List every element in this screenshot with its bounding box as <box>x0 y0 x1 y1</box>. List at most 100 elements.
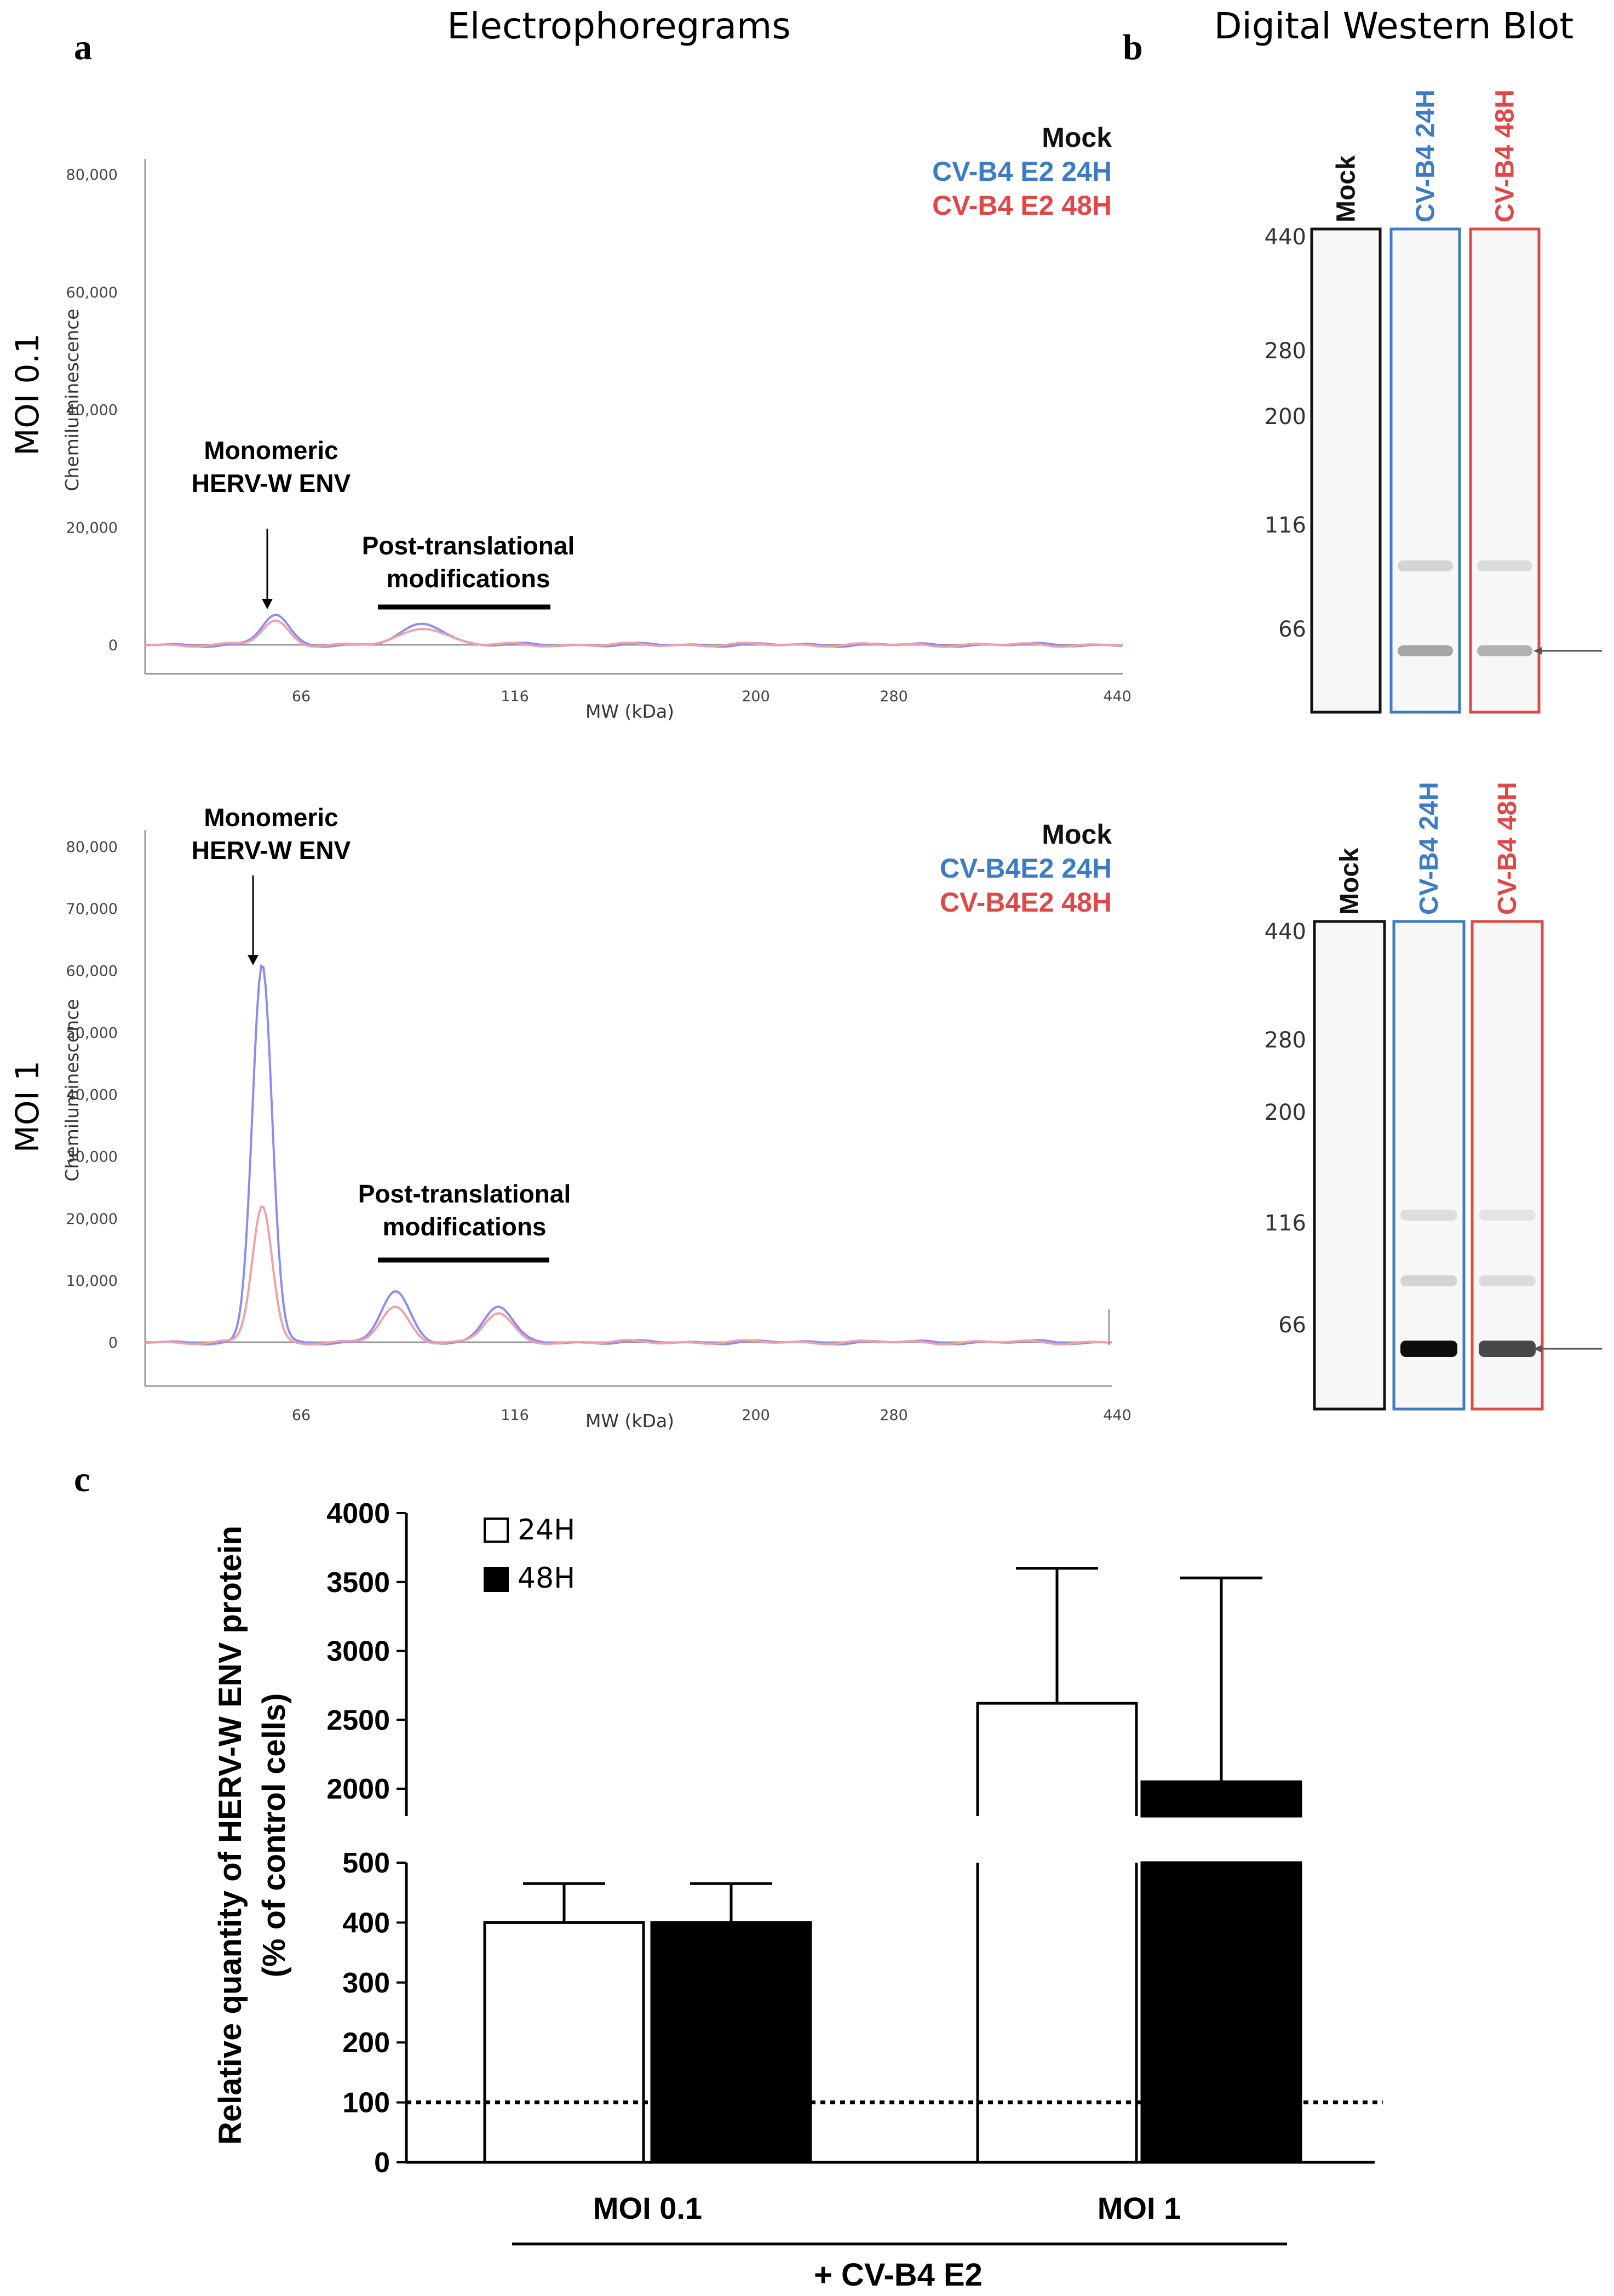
lane-label: CV-B4 48H <box>1491 89 1520 222</box>
x-axis-title: MW (kDa) <box>585 1410 674 1432</box>
y-tick-label: 60,000 <box>66 284 118 301</box>
annotation-monomeric-line1: Monomeric <box>204 436 338 465</box>
mw-label: 66 <box>1278 617 1306 642</box>
annotation-monomeric-2: Monomeric HERV-W ENV <box>192 803 351 965</box>
x-tick-label: 66 <box>292 688 311 705</box>
y-tick-label: 2000 <box>326 1773 390 1805</box>
annotation-ptm-line1: Post-translational <box>362 531 575 560</box>
lane-label: CV-B4 24H <box>1415 782 1444 915</box>
blot-lane <box>1469 227 1541 714</box>
blot-band <box>1398 560 1453 571</box>
y-tick-label: 200 <box>342 2027 390 2059</box>
mw-label: 200 <box>1265 404 1306 430</box>
panel-a-title: Electrophoregrams <box>447 5 790 47</box>
x-axis-title: MW (kDa) <box>585 701 674 722</box>
group-label: + CV-B4 E2 <box>814 2257 983 2293</box>
blot-band <box>1477 645 1532 656</box>
y-tick-label: 40,000 <box>66 402 118 419</box>
series-48h-trace <box>145 619 1123 648</box>
x-tick-label: 200 <box>742 688 770 705</box>
legend-entry: Mock <box>1042 819 1112 850</box>
mw-label: 440 <box>1265 919 1306 944</box>
blot-band <box>1477 560 1532 571</box>
bar-48h-lower <box>1140 1861 1302 2164</box>
band-arrowhead <box>1533 1345 1542 1353</box>
row-label: MOI 0.1 <box>9 333 46 455</box>
y-tick-label: 100 <box>342 2087 390 2119</box>
mw-label: 280 <box>1265 339 1306 364</box>
y-axis-title-line1: Relative quantity of HERV-W ENV protein <box>212 1526 248 2145</box>
y-tick-label: 3500 <box>326 1567 390 1599</box>
annotation-monomeric-line2: HERV-W ENV <box>192 836 351 864</box>
annotation-ptm-line2: modifications <box>382 1212 546 1241</box>
mw-label: 200 <box>1265 1100 1306 1125</box>
y-tick-label: 400 <box>342 1907 390 1939</box>
y-axis-title: Chemiluminescence <box>61 999 83 1181</box>
legend-swatch-48h <box>484 1567 509 1592</box>
blot-band <box>1479 1341 1536 1357</box>
annotation-ptm-line2: modifications <box>386 564 550 593</box>
blot-band <box>1400 1275 1457 1286</box>
blot-band <box>1479 1275 1536 1286</box>
y-tick-label: 4000 <box>326 1498 390 1530</box>
x-tick-label: 440 <box>1103 688 1131 705</box>
x-tick-label: 116 <box>501 688 529 705</box>
legend-label-48h: 48H <box>518 1562 575 1595</box>
electrophoregram-moi-0-1: 0 20,000 40,000 60,000 80,000 66 116 200 280 440 M… <box>9 122 1131 722</box>
x-tick-label: 280 <box>880 688 908 705</box>
panel-letter-c: c <box>74 1459 90 1499</box>
y-axis-title: Chemiluminescence <box>61 308 83 491</box>
y-tick-label: 80,000 <box>66 167 118 184</box>
legend-entry: CV-B4E2 24H <box>940 853 1112 884</box>
blot-lane <box>1389 227 1461 714</box>
series-48h-trace <box>145 1205 1112 1346</box>
bar-48h <box>650 1921 812 2164</box>
mw-label: 440 <box>1265 225 1306 250</box>
blot-band <box>1400 1341 1457 1357</box>
legend-entry: CV-B4 E2 24H <box>932 156 1112 187</box>
x-tick-label: 116 <box>501 1407 529 1424</box>
y-tick-label: 0 <box>374 2147 390 2179</box>
bar-chart-quantification: 0 100 200 300 400 500 2000 2500 3000 3500 4000 Rela… <box>212 1498 1383 2225</box>
x-tick-label: 200 <box>742 1407 770 1424</box>
digital-western-blot-moi-0-1: Mock CV-B4 24H CV-B4 48H 440 280 200 116 66 <box>1265 89 1602 714</box>
y-tick-label: 20,000 <box>66 519 118 536</box>
y-tick-label: 70,000 <box>66 901 118 918</box>
panel-letter-a: a <box>74 27 92 67</box>
mw-label: 116 <box>1265 513 1306 538</box>
lane-label: CV-B4 48H <box>1493 782 1522 915</box>
bar-24h-upper <box>976 1702 1138 1816</box>
legend-entry: CV-B4E2 48H <box>940 887 1112 918</box>
annotation-ptm-2: Post-translational modifications <box>358 1180 571 1263</box>
y-tick-label: 60,000 <box>66 963 118 980</box>
lane-label: Mock <box>1332 155 1361 222</box>
row-label: MOI 1 <box>9 1061 46 1153</box>
category-label: MOI 1 <box>1098 2191 1181 2225</box>
y-tick-label: 0 <box>108 1335 118 1352</box>
x-tick-label: 66 <box>292 1407 311 1424</box>
annotation-monomeric-line2: HERV-W ENV <box>192 469 351 497</box>
y-tick-label: 40,000 <box>66 1087 118 1104</box>
y-tick-label: 30,000 <box>66 1149 118 1166</box>
y-tick-label: 50,000 <box>66 1024 118 1041</box>
bar-48h-upper <box>1140 1780 1302 1818</box>
lane-label: CV-B4 24H <box>1411 89 1440 222</box>
mw-label: 66 <box>1278 1313 1306 1338</box>
blot-lane <box>1313 920 1386 1411</box>
annotation-ptm-1: Post-translational modifications <box>362 531 575 610</box>
blot-band <box>1479 1210 1536 1221</box>
series-24h-trace <box>145 964 1112 1345</box>
panel-b-title: Digital Western Blot <box>1214 5 1574 47</box>
y-tick-label: 20,000 <box>66 1211 118 1228</box>
mw-label: 116 <box>1265 1211 1306 1236</box>
annotation-ptm-line1: Post-translational <box>358 1180 571 1208</box>
panel-letter-b: b <box>1123 27 1143 67</box>
y-axis-title-line2: (% of control cells) <box>256 1693 292 1978</box>
electrophoregram-moi-1: 0 10,000 20,000 30,000 40,000 50,000 60,000 70,… <box>9 819 1131 1432</box>
blot-lane <box>1310 227 1382 714</box>
annotation-monomeric-1: Monomeric HERV-W ENV <box>192 436 351 609</box>
x-tick-label: 280 <box>880 1407 908 1424</box>
legend-label-24h: 24H <box>518 1514 575 1547</box>
y-tick-label: 0 <box>108 637 118 654</box>
